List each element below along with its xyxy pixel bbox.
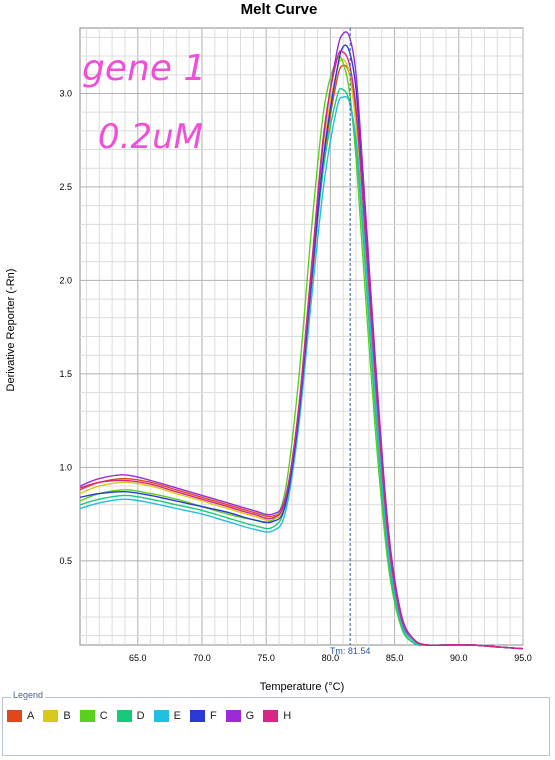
x-tick-label: 65.0 (129, 653, 147, 663)
legend-swatch (7, 710, 22, 722)
series-lines (79, 31, 524, 650)
x-tick-label: 95.0 (514, 653, 532, 663)
x-axis-label: Temperature (°C) (260, 681, 344, 693)
melt-curve-chart: Melt Curve 65.0 70.0 75.0 80.0 85.0 90.0 95.0 0… (5, 1, 532, 693)
y-tick-label: 1.0 (59, 462, 72, 472)
grid-lines (80, 28, 524, 645)
legend-item-c: C (79, 710, 108, 722)
legend-swatch (225, 710, 241, 722)
legend-label: B (63, 710, 71, 722)
y-tick-label: 0.5 (59, 556, 72, 566)
legend-items: A B C D E F G H (7, 710, 300, 722)
legend-item-e: E (153, 710, 181, 722)
legend-label: H (283, 710, 292, 722)
axis-ticks: 65.0 70.0 75.0 80.0 85.0 90.0 95.0 0.5 1.0 1.5 2.0… (59, 88, 531, 663)
y-tick-label: 1.5 (59, 369, 72, 379)
y-tick-label: 2.0 (59, 275, 72, 285)
legend-swatch (116, 710, 132, 722)
chart-title: Melt Curve (241, 1, 318, 18)
legend-swatch (43, 710, 59, 722)
annotation-line-1: gene 1 (82, 48, 206, 89)
x-tick-label: 70.0 (193, 653, 211, 663)
annotation-line-2: 0.2uM (98, 117, 203, 157)
y-axis-label: Derivative Reporter (-Rn) (5, 269, 17, 392)
legend-swatch (79, 710, 95, 722)
series-line-e (79, 95, 524, 650)
legend-label: G (245, 710, 255, 722)
legend: Legend A B C D E F G H (2, 690, 550, 756)
legend-label: F (209, 710, 217, 722)
legend-item-f: F (189, 710, 217, 722)
handwritten-annotation: gene 1 0.2uM (82, 48, 206, 157)
legend-item-h: H (263, 710, 291, 722)
x-tick-label: 75.0 (257, 653, 275, 663)
x-tick-label: 85.0 (386, 653, 404, 663)
legend-label: D (136, 710, 145, 722)
legend-item-d: D (116, 710, 145, 722)
tm-label: Tm: 81.54 (330, 646, 371, 656)
legend-swatch (153, 710, 169, 722)
legend-label: C (99, 710, 108, 722)
tm-marker: Tm: 81.54 (330, 28, 371, 656)
y-tick-label: 3.0 (59, 88, 72, 98)
series-line-d (79, 87, 524, 650)
x-tick-label: 80.0 (322, 653, 340, 663)
y-tick-label: 2.5 (59, 182, 72, 192)
legend-item-b: B (43, 710, 71, 722)
legend-swatch (189, 710, 205, 722)
legend-swatch (263, 710, 279, 722)
series-line-h (79, 50, 524, 650)
legend-item-a: A (7, 710, 34, 722)
legend-label: E (173, 710, 181, 722)
legend-title: Legend (11, 690, 46, 700)
legend-item-g: G (225, 710, 255, 722)
x-tick-label: 90.0 (450, 653, 468, 663)
legend-label: A (27, 710, 35, 722)
